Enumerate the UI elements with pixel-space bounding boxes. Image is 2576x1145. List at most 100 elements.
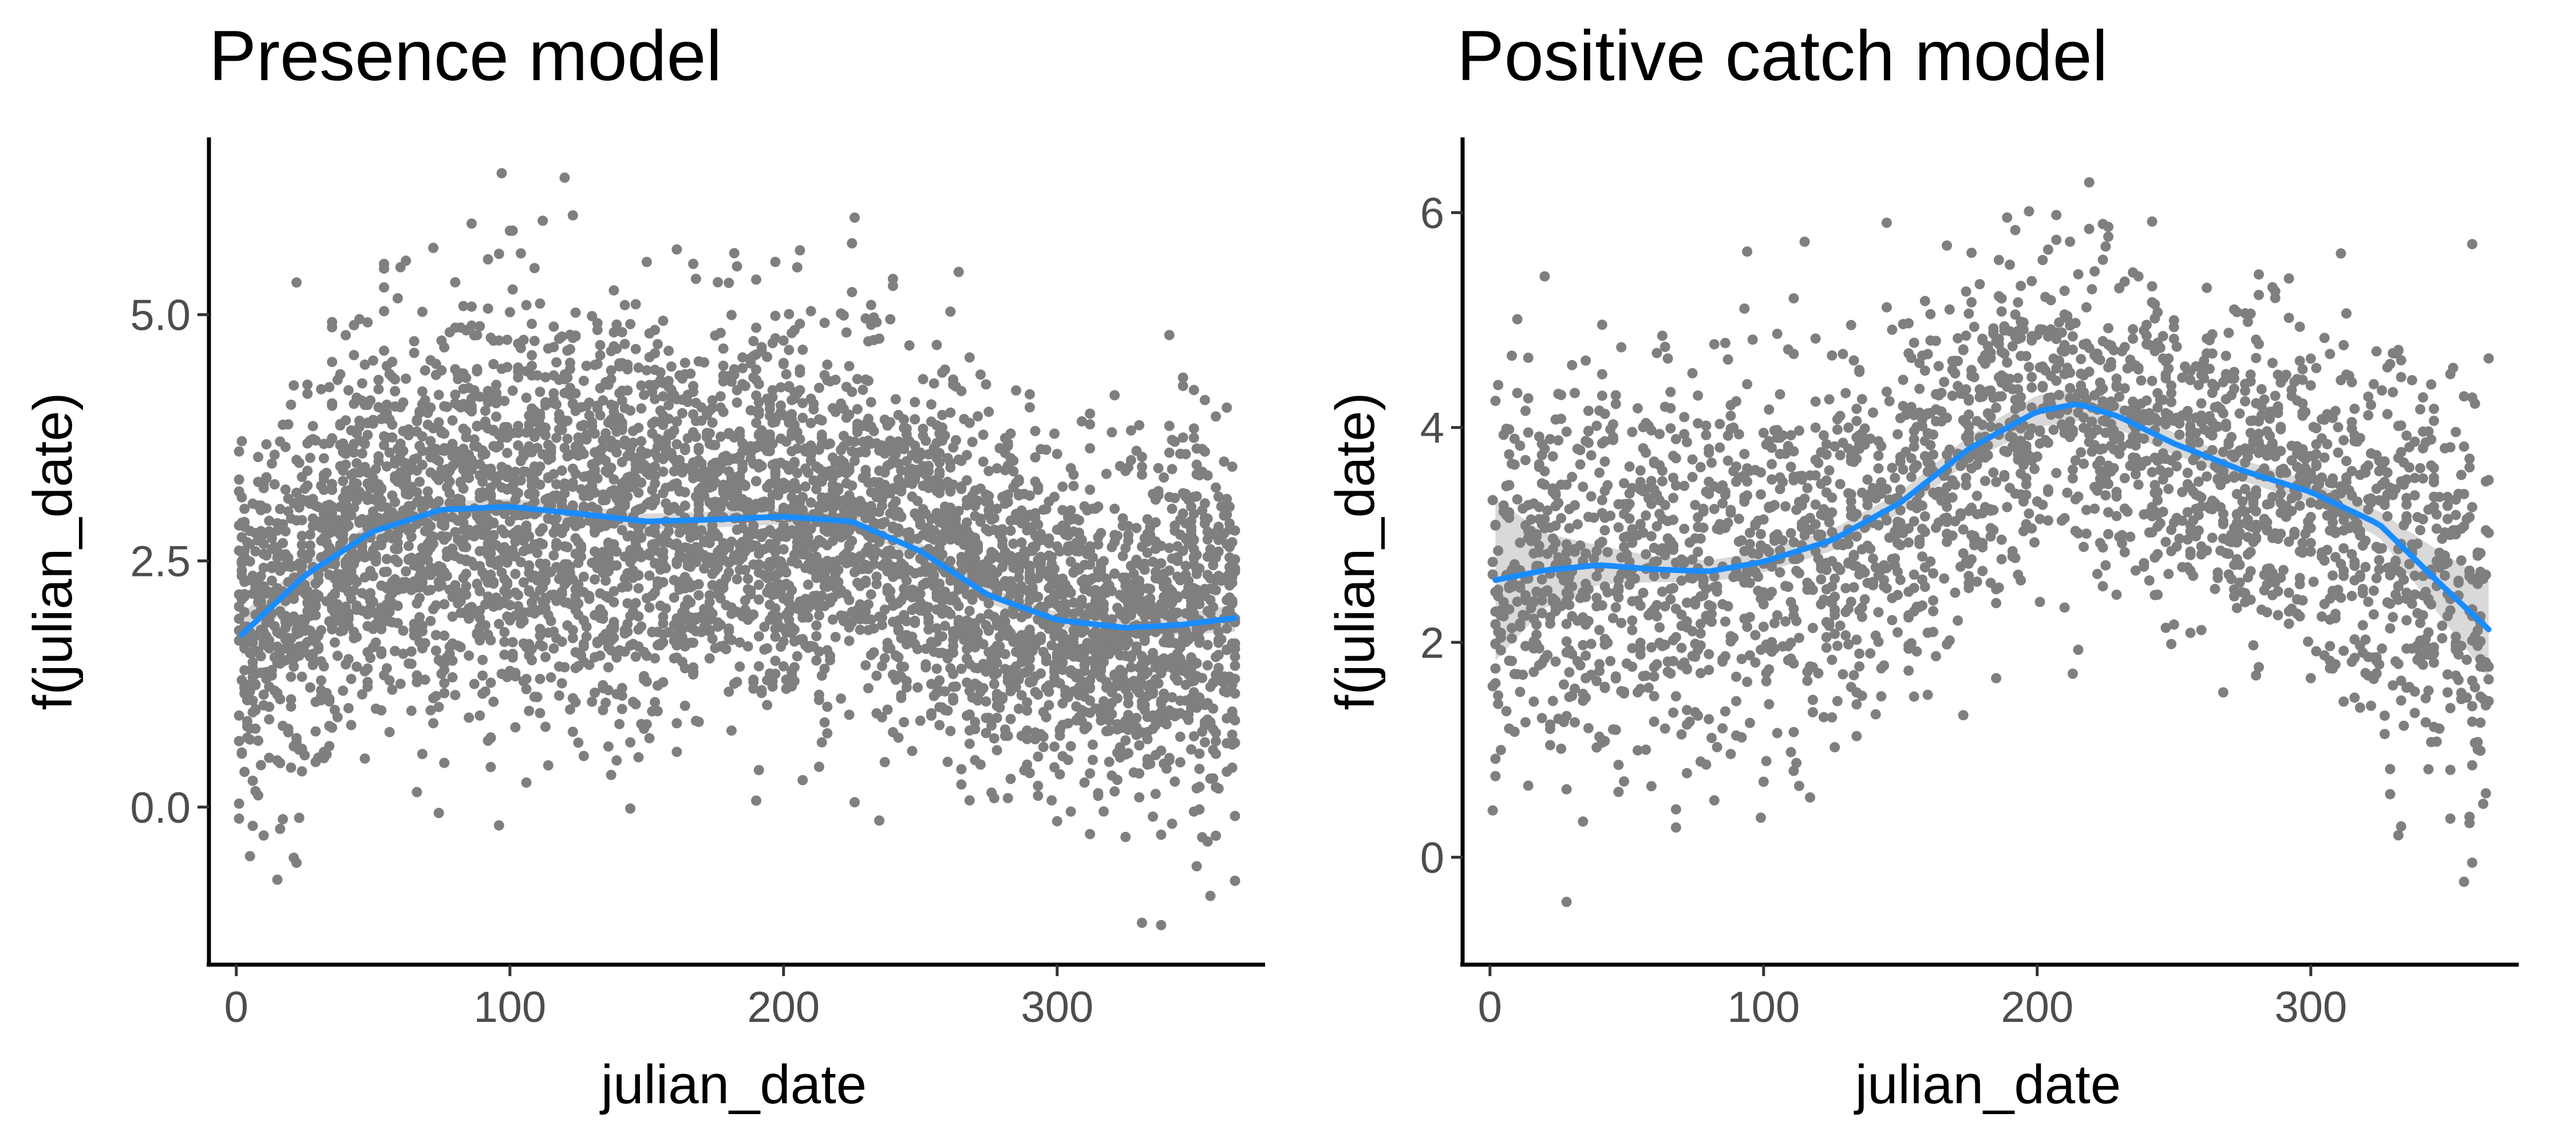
- presence-data-point: [1038, 741, 1049, 752]
- presence-data-point: [901, 630, 912, 641]
- presence-data-point: [302, 625, 313, 635]
- presence-data-point: [247, 775, 258, 786]
- presence-data-point: [527, 350, 537, 361]
- presence-data-point: [1208, 773, 1219, 784]
- presence-data-point: [973, 695, 983, 706]
- presence-data-point: [1125, 455, 1136, 465]
- presence-data-point: [1222, 402, 1232, 413]
- presence-data-point: [570, 548, 581, 559]
- presence-data-point: [291, 455, 302, 465]
- presence-data-point: [650, 461, 661, 472]
- presence-data-point: [827, 527, 838, 538]
- presence-data-point: [538, 641, 548, 652]
- presence-data-point: [1199, 498, 1210, 509]
- presence-data-point: [297, 531, 307, 542]
- presence-data-point: [450, 277, 461, 288]
- presence-data-point: [762, 700, 773, 710]
- presence-data-point: [1153, 463, 1164, 473]
- presence-data-point: [1205, 717, 1216, 728]
- presence-data-point: [510, 568, 521, 579]
- presence-data-point: [458, 572, 469, 583]
- presence-data-point: [710, 477, 721, 488]
- presence-data-point: [521, 392, 532, 403]
- presence-data-point: [447, 512, 458, 523]
- presence-data-point: [983, 406, 994, 417]
- presence-data-point: [981, 696, 991, 707]
- presence-data-point: [950, 435, 961, 445]
- presence-data-point: [901, 575, 912, 586]
- presence-data-point: [1194, 764, 1205, 775]
- presence-data-point: [644, 602, 655, 613]
- presence-data-point: [390, 473, 400, 484]
- presence-data-point: [887, 571, 898, 582]
- presence-data-point: [1178, 381, 1188, 392]
- presence-data-point: [573, 661, 584, 672]
- presence-data-point: [847, 386, 858, 397]
- presence-data-point: [529, 692, 540, 702]
- presence-data-point: [822, 359, 833, 370]
- presence-data-point: [529, 496, 540, 507]
- presence-data-point: [1090, 646, 1101, 657]
- presence-data-point: [704, 428, 715, 439]
- presence-data-point: [962, 562, 972, 572]
- presence-data-point: [447, 672, 458, 683]
- presence-data-point: [636, 380, 647, 391]
- presence-data-point: [590, 466, 600, 477]
- presence-data-point: [737, 498, 748, 509]
- presence-data-point: [789, 325, 800, 335]
- presence-data-point: [813, 535, 824, 546]
- presence-data-point: [1104, 756, 1115, 767]
- presence-data-point: [406, 705, 417, 716]
- presence-data-point: [844, 436, 855, 447]
- presence-data-point: [439, 630, 450, 641]
- presence-data-point: [378, 306, 389, 317]
- presence-data-point: [286, 672, 297, 682]
- presence-data-point: [1107, 687, 1117, 698]
- presence-data-point: [797, 775, 808, 785]
- presence-data-point: [890, 449, 901, 460]
- presence-data-point: [622, 626, 633, 637]
- presence-data-point: [365, 468, 376, 479]
- presence-data-point: [718, 484, 729, 494]
- presence-data-point: [302, 550, 313, 560]
- presence-data-point: [816, 498, 827, 509]
- presence-data-point: [778, 359, 789, 370]
- presence-data-point: [838, 615, 849, 626]
- presence-data-point: [945, 457, 956, 468]
- presence-data-point: [1161, 719, 1172, 730]
- presence-data-point: [899, 717, 910, 728]
- presence-data-point: [704, 625, 715, 635]
- presence-data-point: [266, 575, 277, 586]
- presence-data-point: [329, 523, 340, 534]
- presence-data-point: [499, 555, 510, 566]
- presence-data-point: [871, 579, 882, 590]
- presence-data-point: [313, 516, 324, 527]
- presence-data-point: [931, 664, 942, 674]
- presence-data-point: [507, 649, 518, 660]
- presence-data-point: [1060, 689, 1071, 700]
- presence-data-point: [1125, 662, 1136, 673]
- presence-data-point: [595, 339, 606, 350]
- presence-data-point: [1030, 727, 1041, 738]
- presence-data-point: [715, 391, 726, 402]
- presence-data-point: [920, 643, 931, 654]
- presence-data-point: [964, 352, 975, 363]
- presence-data-point: [989, 665, 999, 676]
- presence-data-point: [234, 736, 244, 747]
- presence-data-point: [858, 384, 868, 395]
- presence-data-point: [912, 682, 923, 693]
- presence-data-point: [349, 585, 359, 596]
- presence-data-point: [417, 431, 428, 442]
- presence-data-point: [329, 589, 340, 600]
- presence-data-point: [879, 448, 890, 459]
- presence-data-point: [422, 494, 433, 505]
- presence-data-point: [403, 540, 414, 551]
- presence-data-point: [666, 448, 677, 459]
- presence-data-point: [302, 379, 313, 390]
- presence-data-point: [289, 611, 299, 622]
- presence-data-point: [430, 444, 441, 455]
- presence-data-point: [753, 661, 764, 672]
- presence-data-point: [778, 562, 789, 572]
- presence-data-point: [1222, 766, 1232, 777]
- presence-data-point: [1199, 737, 1210, 748]
